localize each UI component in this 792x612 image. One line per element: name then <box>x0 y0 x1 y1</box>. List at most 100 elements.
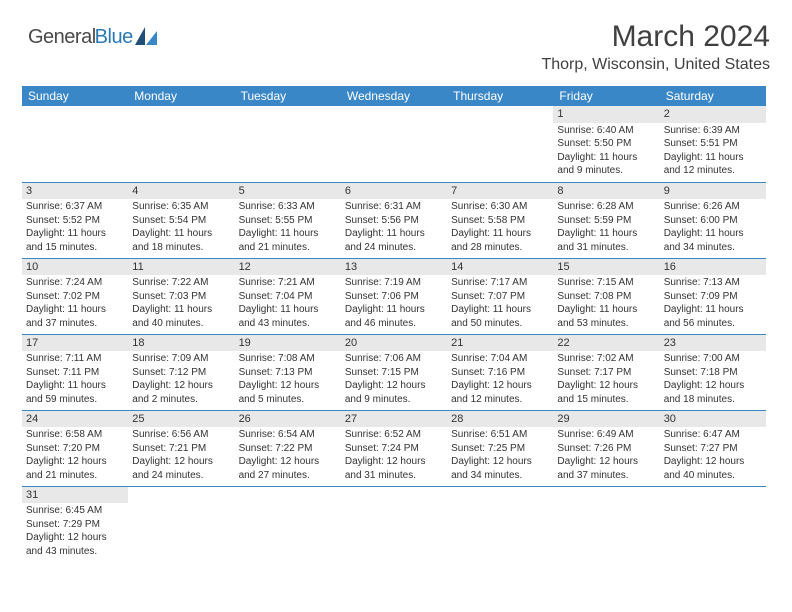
day-line: Sunrise: 7:11 AM <box>26 352 124 366</box>
day-content: Sunrise: 6:35 AMSunset: 5:54 PMDaylight:… <box>128 199 234 256</box>
day-content: Sunrise: 7:04 AMSunset: 7:16 PMDaylight:… <box>447 351 553 408</box>
calendar-cell: 1Sunrise: 6:40 AMSunset: 5:50 PMDaylight… <box>553 106 659 182</box>
day-number: 20 <box>341 335 447 352</box>
calendar-cell: 18Sunrise: 7:09 AMSunset: 7:12 PMDayligh… <box>128 334 234 410</box>
day-line: and 34 minutes. <box>451 469 549 483</box>
day-number: 4 <box>128 183 234 200</box>
day-line: Sunset: 7:17 PM <box>557 366 655 380</box>
logo: General Blue <box>28 26 159 49</box>
day-line: Daylight: 12 hours <box>239 455 337 469</box>
day-line: and 12 minutes. <box>664 164 762 178</box>
day-line: and 9 minutes. <box>345 393 443 407</box>
day-content: Sunrise: 6:51 AMSunset: 7:25 PMDaylight:… <box>447 427 553 484</box>
day-line: Sunrise: 6:30 AM <box>451 200 549 214</box>
day-line: Daylight: 11 hours <box>557 303 655 317</box>
calendar-cell <box>341 486 447 562</box>
day-line: Daylight: 11 hours <box>26 303 124 317</box>
day-line: Daylight: 11 hours <box>451 303 549 317</box>
day-number: 6 <box>341 183 447 200</box>
day-number: 17 <box>22 335 128 352</box>
day-line: and 59 minutes. <box>26 393 124 407</box>
day-line: Sunset: 7:15 PM <box>345 366 443 380</box>
day-line: Daylight: 12 hours <box>345 455 443 469</box>
day-line: Daylight: 11 hours <box>239 303 337 317</box>
day-line: Daylight: 11 hours <box>664 227 762 241</box>
day-line: Sunrise: 7:06 AM <box>345 352 443 366</box>
day-line: and 15 minutes. <box>557 393 655 407</box>
day-content: Sunrise: 7:08 AMSunset: 7:13 PMDaylight:… <box>235 351 341 408</box>
day-line: Sunrise: 6:52 AM <box>345 428 443 442</box>
calendar-row: 17Sunrise: 7:11 AMSunset: 7:11 PMDayligh… <box>22 334 766 410</box>
day-content: Sunrise: 7:17 AMSunset: 7:07 PMDaylight:… <box>447 275 553 332</box>
day-line: Daylight: 12 hours <box>26 455 124 469</box>
day-number: 7 <box>447 183 553 200</box>
day-content: Sunrise: 6:45 AMSunset: 7:29 PMDaylight:… <box>22 503 128 560</box>
day-line: and 9 minutes. <box>557 164 655 178</box>
day-line: Daylight: 12 hours <box>451 455 549 469</box>
day-line: Sunset: 5:56 PM <box>345 214 443 228</box>
day-line: Sunrise: 6:49 AM <box>557 428 655 442</box>
calendar-cell <box>553 486 659 562</box>
day-number: 24 <box>22 411 128 428</box>
day-line: Sunset: 7:09 PM <box>664 290 762 304</box>
calendar-cell <box>660 486 766 562</box>
day-line: Sunrise: 6:35 AM <box>132 200 230 214</box>
day-header: Monday <box>128 86 234 106</box>
day-line: Sunset: 5:55 PM <box>239 214 337 228</box>
day-content: Sunrise: 7:21 AMSunset: 7:04 PMDaylight:… <box>235 275 341 332</box>
day-line: and 40 minutes. <box>664 469 762 483</box>
day-line: Daylight: 11 hours <box>26 379 124 393</box>
calendar-cell: 19Sunrise: 7:08 AMSunset: 7:13 PMDayligh… <box>235 334 341 410</box>
day-line: Daylight: 11 hours <box>345 303 443 317</box>
day-number: 14 <box>447 259 553 276</box>
day-content: Sunrise: 6:49 AMSunset: 7:26 PMDaylight:… <box>553 427 659 484</box>
day-number: 2 <box>660 106 766 123</box>
day-line: Sunset: 5:59 PM <box>557 214 655 228</box>
day-line: Daylight: 11 hours <box>132 303 230 317</box>
logo-text-part1: General <box>28 26 96 49</box>
day-line: Sunset: 5:51 PM <box>664 137 762 151</box>
day-line: Sunset: 5:52 PM <box>26 214 124 228</box>
day-line: Daylight: 12 hours <box>239 379 337 393</box>
day-number: 8 <box>553 183 659 200</box>
calendar-cell: 20Sunrise: 7:06 AMSunset: 7:15 PMDayligh… <box>341 334 447 410</box>
calendar-cell: 14Sunrise: 7:17 AMSunset: 7:07 PMDayligh… <box>447 258 553 334</box>
day-line: Sunset: 6:00 PM <box>664 214 762 228</box>
day-line: Sunset: 7:21 PM <box>132 442 230 456</box>
day-line: and 5 minutes. <box>239 393 337 407</box>
day-number: 23 <box>660 335 766 352</box>
day-number: 19 <box>235 335 341 352</box>
calendar-cell: 29Sunrise: 6:49 AMSunset: 7:26 PMDayligh… <box>553 410 659 486</box>
calendar-cell: 23Sunrise: 7:00 AMSunset: 7:18 PMDayligh… <box>660 334 766 410</box>
day-line: Sunset: 7:25 PM <box>451 442 549 456</box>
day-line: Sunrise: 6:54 AM <box>239 428 337 442</box>
day-line: Sunrise: 7:17 AM <box>451 276 549 290</box>
day-line: and 24 minutes. <box>345 241 443 255</box>
day-line: Sunset: 7:20 PM <box>26 442 124 456</box>
day-line: Sunrise: 6:37 AM <box>26 200 124 214</box>
day-number: 9 <box>660 183 766 200</box>
day-content: Sunrise: 6:58 AMSunset: 7:20 PMDaylight:… <box>22 427 128 484</box>
day-number: 12 <box>235 259 341 276</box>
day-line: Sunset: 7:11 PM <box>26 366 124 380</box>
day-line: Daylight: 12 hours <box>132 455 230 469</box>
day-content: Sunrise: 6:39 AMSunset: 5:51 PMDaylight:… <box>660 123 766 180</box>
day-content: Sunrise: 6:56 AMSunset: 7:21 PMDaylight:… <box>128 427 234 484</box>
day-line: Sunset: 7:18 PM <box>664 366 762 380</box>
day-line: Daylight: 11 hours <box>664 151 762 165</box>
day-header: Sunday <box>22 86 128 106</box>
day-line: Sunset: 7:08 PM <box>557 290 655 304</box>
day-line: Sunset: 7:24 PM <box>345 442 443 456</box>
day-header: Tuesday <box>235 86 341 106</box>
day-line: and 40 minutes. <box>132 317 230 331</box>
day-line: Daylight: 11 hours <box>345 227 443 241</box>
day-line: Sunrise: 7:21 AM <box>239 276 337 290</box>
day-content: Sunrise: 6:30 AMSunset: 5:58 PMDaylight:… <box>447 199 553 256</box>
calendar-cell: 12Sunrise: 7:21 AMSunset: 7:04 PMDayligh… <box>235 258 341 334</box>
day-line: and 31 minutes. <box>345 469 443 483</box>
day-number: 30 <box>660 411 766 428</box>
day-content: Sunrise: 7:06 AMSunset: 7:15 PMDaylight:… <box>341 351 447 408</box>
day-line: and 28 minutes. <box>451 241 549 255</box>
calendar-cell: 22Sunrise: 7:02 AMSunset: 7:17 PMDayligh… <box>553 334 659 410</box>
day-content: Sunrise: 7:09 AMSunset: 7:12 PMDaylight:… <box>128 351 234 408</box>
